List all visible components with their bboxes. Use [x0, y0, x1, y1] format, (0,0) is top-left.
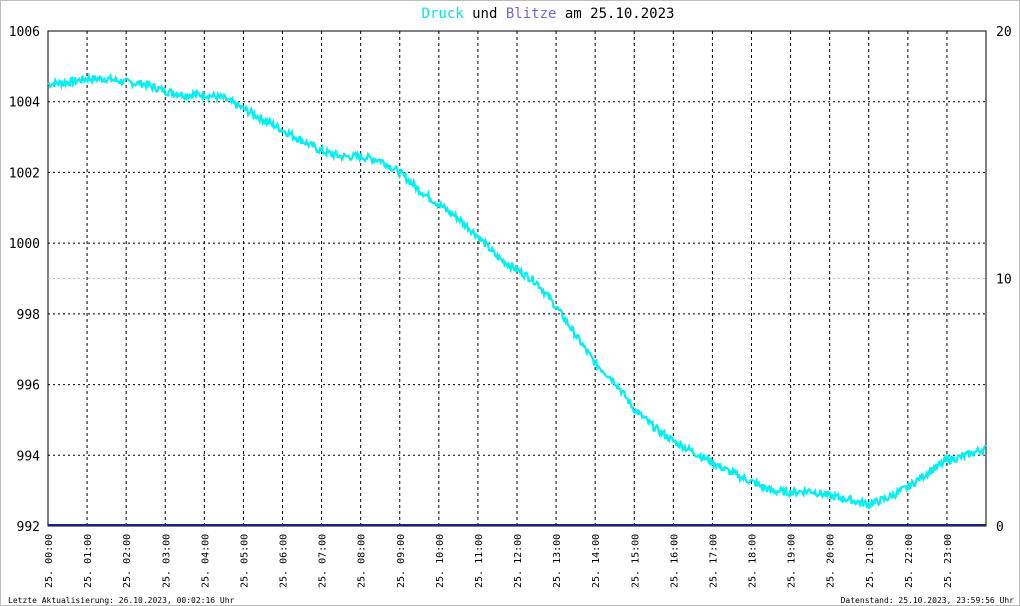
- x-tick-label: 25. 03:00: [161, 534, 172, 588]
- x-tick-label: 25. 23:00: [943, 534, 954, 588]
- x-tick-label: 25. 19:00: [787, 534, 798, 588]
- chart-title-druck: Druck: [422, 6, 465, 22]
- x-tick-label: 25. 14:00: [591, 534, 602, 588]
- x-tick-label: 25. 05:00: [239, 534, 250, 588]
- x-tick-label: 25. 01:00: [83, 534, 94, 588]
- y-left-tick-label: 994: [17, 449, 41, 464]
- x-tick-label: 25. 10:00: [435, 534, 446, 588]
- chart-title: Druck und Blitze am 25.10.2023: [422, 6, 675, 22]
- y-left-tick-label: 1006: [9, 25, 40, 40]
- chart-title-date: am 25.10.2023: [565, 6, 675, 22]
- y-right-tick-label: 0: [996, 520, 1004, 535]
- x-tick-label: 25. 21:00: [865, 534, 876, 588]
- series-line-druck: [47, 72, 987, 510]
- chart-grid: [47, 30, 987, 527]
- x-tick-label: 25. 17:00: [708, 534, 719, 588]
- chart-title-blitze: Blitze: [506, 6, 557, 22]
- y-axis-left: 992 994 996 998 1000 1002 1004 1006: [9, 25, 40, 535]
- x-tick-label: 25. 09:00: [396, 534, 407, 588]
- x-tick-label: 25. 08:00: [357, 534, 368, 588]
- x-tick-label: 25. 06:00: [279, 534, 290, 588]
- x-tick-label: 25. 13:00: [552, 534, 563, 588]
- footer-data-status: Datenstand: 25.10.2023, 23:59:56 Uhr: [840, 596, 1014, 605]
- x-axis: 25. 00:00 25. 01:00 25. 02:00 25. 03:00 25. …: [44, 534, 954, 588]
- x-tick-label: 25. 16:00: [669, 534, 680, 588]
- x-tick-label: 25. 15:00: [630, 534, 641, 588]
- y-left-tick-label: 1004: [9, 96, 40, 111]
- x-tick-label: 25. 12:00: [513, 534, 524, 588]
- y-left-tick-label: 1000: [9, 237, 40, 252]
- x-tick-label: 25. 11:00: [474, 534, 485, 588]
- y-right-tick-label: 20: [996, 25, 1012, 40]
- chart-series: [47, 72, 987, 526]
- footer-last-update: Letzte Aktualisierung: 26.10.2023, 00:02…: [8, 596, 235, 605]
- x-tick-label: 25. 18:00: [748, 534, 759, 588]
- x-tick-label: 25. 20:00: [826, 534, 837, 588]
- x-tick-label: 25. 02:00: [122, 534, 133, 588]
- y-left-tick-label: 992: [17, 520, 40, 535]
- x-tick-label: 25. 04:00: [200, 534, 211, 588]
- y-axis-right: 0 10 20: [996, 25, 1012, 535]
- y-left-tick-label: 998: [17, 308, 40, 323]
- y-right-tick-label: 10: [996, 273, 1012, 288]
- y-left-tick-label: 996: [17, 379, 40, 394]
- x-tick-label: 25. 07:00: [318, 534, 329, 588]
- x-tick-label: 25. 00:00: [44, 534, 55, 588]
- x-tick-label: 25. 22:00: [904, 534, 915, 588]
- y-left-tick-label: 1002: [9, 166, 40, 181]
- chart-title-und-word: und: [472, 6, 497, 22]
